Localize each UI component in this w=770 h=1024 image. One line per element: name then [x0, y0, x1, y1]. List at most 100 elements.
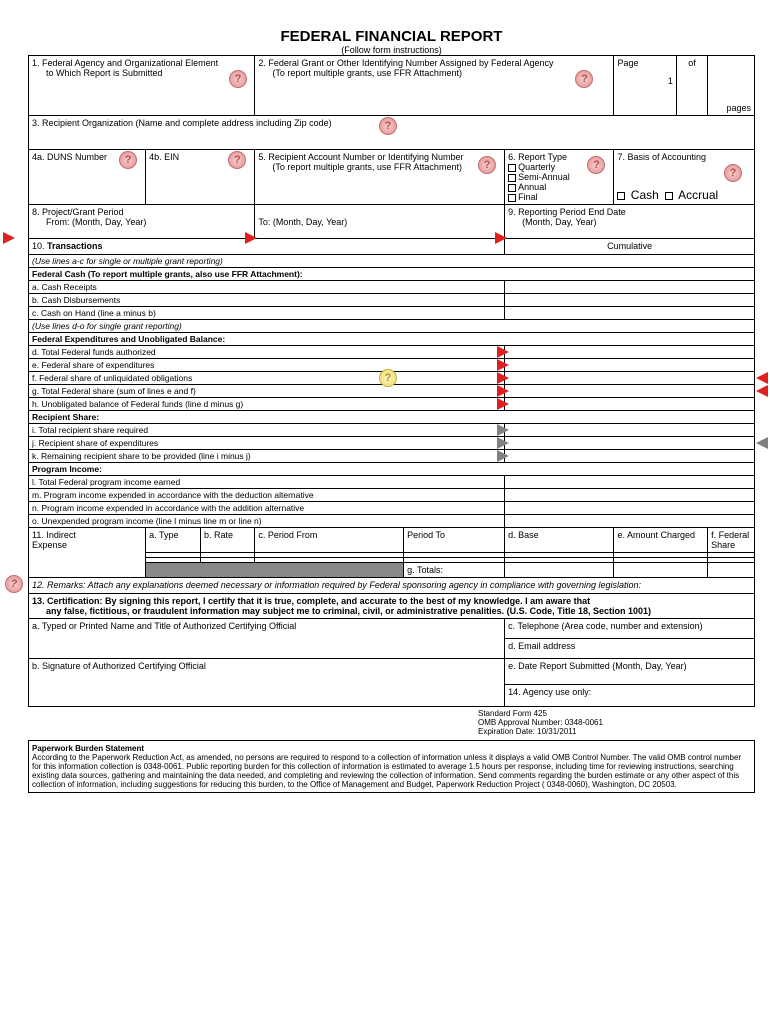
cert-e: e. Date Report Submitted (Month, Day, Ye… — [505, 659, 755, 685]
help-icon[interactable]: ? — [379, 117, 397, 135]
arrow-icon — [3, 232, 15, 244]
line-i: i. Total recipient share required — [29, 424, 505, 437]
line-g-val[interactable] — [505, 385, 755, 398]
box9-sub: (Month, Day, Year) — [508, 217, 751, 227]
box8-to: To: (Month, Day, Year) — [258, 207, 501, 227]
cell[interactable] — [708, 563, 755, 578]
line-b: b. Cash Disbursements — [29, 294, 505, 307]
arrow-icon — [497, 385, 509, 397]
line-m-val[interactable] — [505, 489, 755, 502]
line-f-val[interactable] — [505, 372, 755, 385]
cert-text1: By signing this report, I certify that i… — [105, 596, 590, 606]
line-n-val[interactable] — [505, 502, 755, 515]
help-icon[interactable]: ? — [228, 151, 246, 169]
line-m: m. Program income expended in accordance… — [29, 489, 505, 502]
box8-label: 8. Project/Grant Period — [32, 207, 251, 217]
rec-share-header: Recipient Share: — [29, 411, 755, 424]
box8-from: From: (Month, Day, Year) — [32, 217, 251, 227]
arrow-icon — [497, 346, 509, 358]
box5-sub: (To report multiple grants, use FFR Atta… — [258, 162, 501, 172]
opt-final: Final — [518, 192, 538, 202]
line-l-val[interactable] — [505, 476, 755, 489]
box11-sub: Expense — [32, 540, 142, 550]
cash-checkbox[interactable] — [617, 192, 625, 200]
line-i-val[interactable] — [505, 424, 755, 437]
page-of: of — [680, 58, 704, 68]
box13-label: 13. Certification: — [32, 596, 103, 606]
line-a-val[interactable] — [505, 281, 755, 294]
pages-label: pages — [708, 56, 755, 116]
col-amt: e. Amount Charged — [614, 528, 708, 553]
cert-c: c. Telephone (Area code, number and exte… — [505, 619, 755, 639]
box9-label: 9. Reporting Period End Date — [508, 207, 751, 217]
note-ac: (Use lines a-c for single or multiple gr… — [29, 255, 755, 268]
box2-sub: (To report multiple grants, use FFR Atta… — [258, 68, 610, 78]
cumulative-label: Cumulative — [505, 239, 755, 255]
line-o-val[interactable] — [505, 515, 755, 528]
col-base: d. Base — [505, 528, 614, 553]
line-j-val[interactable] — [505, 437, 755, 450]
final-checkbox[interactable] — [508, 194, 516, 202]
box10-num: 10. — [32, 241, 45, 251]
arrow-icon — [497, 372, 509, 384]
help-icon[interactable]: ? — [575, 70, 593, 88]
line-a: a. Cash Receipts — [29, 281, 505, 294]
quarterly-checkbox[interactable] — [508, 164, 516, 172]
line-k-val[interactable] — [505, 450, 755, 463]
line-h: h. Unobligated balance of Federal funds … — [29, 398, 505, 411]
accrual-label: Accrual — [678, 188, 718, 202]
omb-num: OMB Approval Number: 0348-0061 — [478, 718, 755, 727]
cash-label: Cash — [631, 188, 659, 202]
pbs-text: According to the Paperwork Reduction Act… — [32, 753, 751, 789]
cell[interactable] — [614, 563, 708, 578]
line-e: e. Federal share of expenditures — [29, 359, 505, 372]
note-do: (Use lines d-o for single grant reportin… — [29, 320, 755, 333]
line-g: g. Total Federal share (sum of lines e a… — [29, 385, 505, 398]
annual-checkbox[interactable] — [508, 184, 516, 192]
help-icon[interactable]: ? — [724, 164, 742, 182]
arrow-icon — [497, 450, 509, 462]
box1-sub: to Which Report is Submitted — [32, 68, 251, 78]
box7-label: 7. Basis of Accounting — [617, 152, 751, 162]
box5-label: 5. Recipient Account Number or Identifyi… — [258, 152, 501, 162]
form-subtitle: (Follow form instructions) — [28, 45, 755, 55]
cell[interactable] — [505, 563, 614, 578]
transactions-label: Transactions — [47, 241, 103, 251]
box12-label: 12. Remarks: Attach any explanations dee… — [32, 580, 641, 590]
accrual-checkbox[interactable] — [665, 192, 673, 200]
line-c-val[interactable] — [505, 307, 755, 320]
col-pto: Period To — [404, 528, 505, 553]
totals-label: g. Totals: — [404, 563, 505, 578]
col-rate: b. Rate — [200, 528, 254, 553]
page-num: 1 — [617, 68, 672, 86]
line-n: n. Program income expended in accordance… — [29, 502, 505, 515]
cert-14: 14. Agency use only: — [505, 685, 755, 707]
form-title: FEDERAL FINANCIAL REPORT — [28, 28, 755, 45]
col-pfrom: c. Period From — [255, 528, 404, 553]
line-b-val[interactable] — [505, 294, 755, 307]
line-h-val[interactable] — [505, 398, 755, 411]
opt-semiannual: Semi-Annual — [518, 172, 570, 182]
line-e-val[interactable] — [505, 359, 755, 372]
box1-label: 1. Federal Agency and Organizational Ele… — [32, 58, 251, 68]
arrow-icon — [756, 437, 768, 449]
col-type: a. Type — [146, 528, 201, 553]
opt-annual: Annual — [518, 182, 546, 192]
semiannual-checkbox[interactable] — [508, 174, 516, 182]
page-label: Page — [617, 58, 672, 68]
line-o: o. Unexpended program income (line l min… — [29, 515, 505, 528]
help-icon[interactable]: ? — [229, 70, 247, 88]
cert-a: a. Typed or Printed Name and Title of Au… — [29, 619, 505, 659]
exp-date: Expiration Date: 10/31/2011 — [478, 727, 755, 736]
cert-d: d. Email address — [505, 639, 755, 659]
opt-quarterly: Quarterly — [518, 162, 555, 172]
pbs-title: Paperwork Burden Statement — [32, 744, 751, 753]
fed-cash-header: Federal Cash (To report multiple grants,… — [29, 268, 755, 281]
help-icon[interactable]: ? — [5, 575, 23, 593]
line-d-val[interactable] — [505, 346, 755, 359]
arrow-icon — [497, 424, 509, 436]
line-k: k. Remaining recipient share to be provi… — [29, 450, 505, 463]
help-icon[interactable]: ? — [119, 151, 137, 169]
arrow-icon — [497, 437, 509, 449]
arrow-icon — [497, 359, 509, 371]
